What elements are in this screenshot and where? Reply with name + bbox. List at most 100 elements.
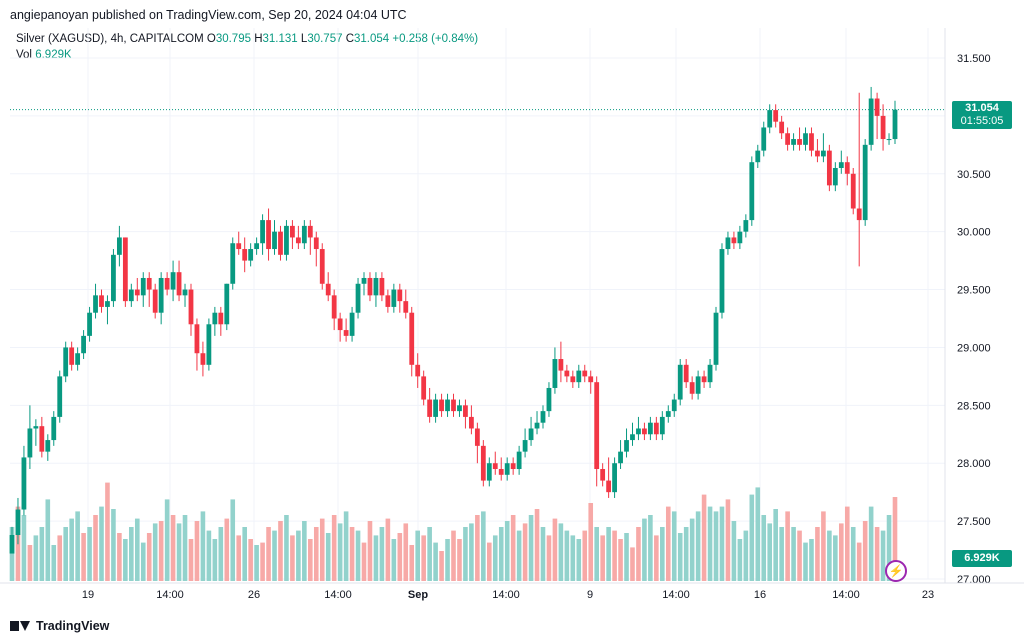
candle-body: [486, 463, 492, 481]
candle: [421, 370, 427, 406]
candle-body: [528, 428, 534, 441]
volume-bar: [302, 521, 307, 581]
candle-body: [564, 370, 570, 377]
volume-bar: [886, 515, 892, 581]
candle: [254, 237, 260, 255]
candle-body: [361, 277, 367, 284]
volume-bar: [695, 511, 701, 581]
candle: [81, 330, 86, 360]
lightning-icon[interactable]: ⚡: [885, 560, 907, 582]
volume-bar: [469, 523, 474, 581]
candle-body: [122, 237, 128, 302]
candle-body: [707, 364, 713, 383]
volume-bar: [683, 527, 689, 581]
volume-bar: [755, 487, 761, 581]
candle-body: [266, 220, 271, 250]
footer-brand[interactable]: TradingView: [36, 619, 110, 633]
candle-body: [116, 237, 122, 255]
volume-bar: [671, 511, 677, 581]
candle: [689, 376, 695, 400]
x-tick-label: Sep: [408, 589, 428, 601]
candle-body: [170, 272, 176, 290]
volume-bar: [880, 530, 886, 581]
volume-bar: [170, 515, 176, 581]
candle-body: [862, 144, 868, 221]
candle: [522, 428, 528, 458]
candle: [111, 249, 116, 307]
candle: [552, 347, 558, 394]
volume-bar: [188, 539, 194, 581]
symbol-title[interactable]: Silver (XAGUSD), 4h, CAPITALCOM: [16, 33, 204, 45]
candle: [749, 156, 755, 226]
volume-bar: [212, 539, 218, 581]
candle-body: [797, 139, 802, 145]
volume-bar: [200, 511, 206, 581]
candle-body: [33, 426, 39, 429]
candle: [140, 272, 146, 307]
candle-body: [81, 335, 86, 354]
candle-body: [152, 289, 158, 313]
volume-bar: [331, 515, 337, 581]
volume-bar: [731, 521, 737, 581]
candle-body: [892, 109, 898, 140]
candle-body: [260, 220, 265, 244]
candle-body: [57, 376, 63, 417]
candle-body: [731, 237, 737, 244]
volume-bar: [648, 515, 653, 581]
candle: [850, 167, 856, 215]
price-chart[interactable]: 31.50031.00030.50030.00029.50029.00028.5…: [0, 28, 1024, 608]
candle: [707, 359, 713, 388]
candle: [677, 359, 683, 406]
volume-bar: [123, 539, 128, 581]
candle: [146, 272, 152, 307]
volume-bar: [642, 518, 647, 581]
low-value: 30.757: [307, 33, 343, 45]
y-tick-label: 30.500: [957, 169, 991, 181]
candle: [653, 416, 659, 441]
candle-body: [498, 469, 504, 475]
candle-body: [45, 440, 51, 452]
candle: [75, 347, 81, 371]
candle: [307, 220, 313, 255]
volume-bar: [457, 539, 462, 581]
volume-bar: [81, 533, 86, 581]
candle: [856, 92, 862, 267]
y-tick-label: 29.500: [957, 285, 991, 297]
candle: [558, 341, 564, 383]
candle-body: [653, 422, 659, 435]
volume-bar: [278, 521, 283, 581]
volume-bar: [665, 506, 671, 581]
volume-bar: [313, 527, 319, 581]
candle-body: [415, 364, 421, 377]
candle: [803, 127, 808, 151]
candle: [236, 231, 242, 255]
candle: [826, 144, 832, 192]
candle: [391, 283, 397, 313]
volume-bar: [266, 527, 271, 581]
volume-bar: [803, 542, 808, 581]
volume-bar: [158, 521, 164, 581]
candle-body: [785, 133, 791, 145]
candle: [892, 100, 898, 145]
candle: [15, 497, 21, 545]
volume-bar: [564, 530, 570, 581]
x-tick-label: 14:00: [832, 589, 860, 601]
volume-bar: [791, 527, 796, 581]
candle-body: [349, 312, 355, 336]
candle-body: [606, 480, 612, 493]
candle: [570, 370, 576, 388]
candle-body: [140, 277, 146, 296]
candle: [385, 289, 391, 313]
candle: [278, 225, 283, 261]
candle-body: [427, 399, 433, 417]
candle: [290, 220, 295, 250]
volume-bar: [176, 523, 182, 581]
volume-bar: [182, 515, 188, 581]
volume-bar: [385, 518, 391, 581]
candle-body: [367, 277, 373, 296]
candle-body: [588, 376, 594, 383]
candle: [815, 139, 820, 163]
candle-body: [612, 463, 617, 493]
candle-body: [725, 237, 731, 250]
candle-body: [373, 277, 379, 296]
